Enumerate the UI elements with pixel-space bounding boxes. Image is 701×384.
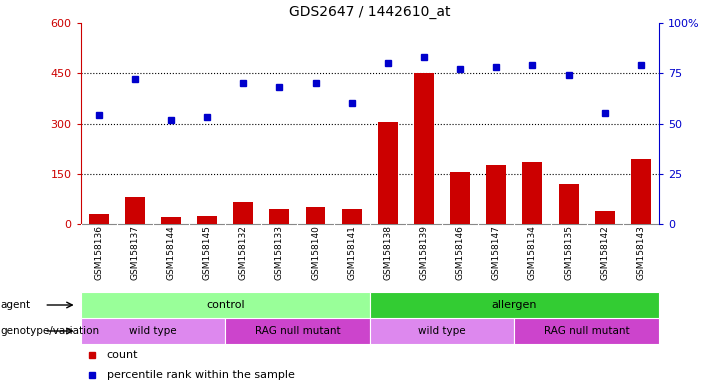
Bar (197, 216, 217, 224)
Bar (81, 292, 370, 318)
Text: wild type: wild type (129, 326, 177, 336)
Bar (522, 162, 543, 224)
Text: GSM158141: GSM158141 (347, 225, 356, 280)
Bar (631, 159, 651, 224)
Text: GSM158132: GSM158132 (239, 225, 247, 280)
Text: GSM158143: GSM158143 (637, 225, 646, 280)
Text: count: count (107, 350, 138, 360)
Bar (233, 202, 253, 224)
Text: GSM158142: GSM158142 (600, 225, 609, 280)
Text: GSM158144: GSM158144 (166, 225, 175, 280)
Bar (125, 197, 145, 224)
Text: allergen: allergen (491, 300, 537, 310)
Text: GSM158134: GSM158134 (528, 225, 537, 280)
Text: RAG null mutant: RAG null mutant (544, 326, 629, 336)
Text: percentile rank within the sample: percentile rank within the sample (107, 370, 294, 380)
Bar (369, 318, 515, 344)
Text: GSM158138: GSM158138 (383, 225, 393, 280)
Bar (306, 207, 325, 224)
Text: RAG null mutant: RAG null mutant (254, 326, 340, 336)
Text: GSM158136: GSM158136 (94, 225, 103, 280)
Text: GSM158145: GSM158145 (203, 225, 212, 280)
Bar (369, 292, 659, 318)
Bar (342, 209, 362, 224)
Text: genotype/variation: genotype/variation (0, 326, 99, 336)
Bar (161, 217, 181, 224)
Bar (89, 214, 109, 224)
Title: GDS2647 / 1442610_at: GDS2647 / 1442610_at (289, 5, 451, 19)
Bar (594, 210, 615, 224)
Bar (378, 122, 397, 224)
Text: control: control (206, 300, 245, 310)
Text: GSM158133: GSM158133 (275, 225, 284, 280)
Bar (414, 73, 434, 224)
Text: wild type: wild type (418, 326, 466, 336)
Text: GSM158139: GSM158139 (419, 225, 428, 280)
Bar (559, 184, 578, 224)
Bar (486, 166, 506, 224)
Text: GSM158140: GSM158140 (311, 225, 320, 280)
Bar (269, 209, 290, 224)
Bar (450, 172, 470, 224)
Bar (515, 318, 659, 344)
Bar (225, 318, 370, 344)
Bar (81, 318, 225, 344)
Text: GSM158147: GSM158147 (492, 225, 501, 280)
Text: GSM158137: GSM158137 (130, 225, 139, 280)
Text: GSM158146: GSM158146 (456, 225, 465, 280)
Text: agent: agent (0, 300, 30, 310)
Text: GSM158135: GSM158135 (564, 225, 573, 280)
